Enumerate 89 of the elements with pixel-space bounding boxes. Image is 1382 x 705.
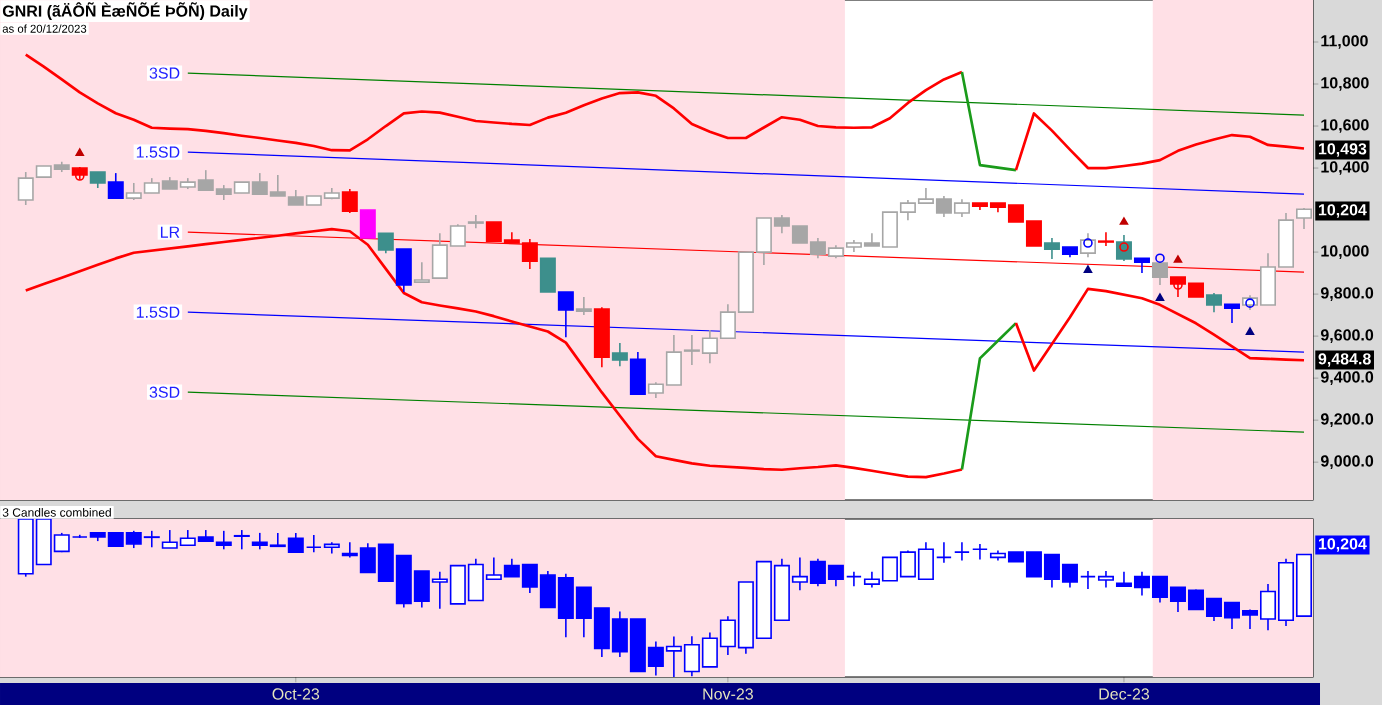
- point: [1245, 327, 1255, 335]
- candlestick: [683, 334, 700, 366]
- y-tick-label: 10,000: [1321, 245, 1369, 259]
- candlestick: [269, 174, 286, 197]
- series-label: 1.5SD: [136, 146, 180, 158]
- y-tick-label: 10,400: [1321, 161, 1369, 175]
- text: 9,484.8: [1318, 353, 1371, 367]
- candlestick: [809, 557, 826, 587]
- candlestick: [953, 541, 970, 562]
- candlestick: [665, 635, 682, 678]
- series-label: 3SD: [149, 386, 180, 398]
- candlestick: [431, 570, 448, 610]
- text: 10,204: [1318, 538, 1367, 552]
- point: [1083, 265, 1093, 273]
- point: [75, 148, 85, 156]
- candlestick: [935, 541, 952, 564]
- candlestick: [1133, 570, 1150, 597]
- candlestick: [413, 261, 430, 283]
- chart-title: 3 Candles combined: [2, 507, 111, 517]
- candlestick: [17, 171, 34, 206]
- candlestick: [935, 195, 952, 218]
- candlestick: [575, 296, 592, 316]
- candlestick: [899, 199, 916, 221]
- line-series: [960, 321, 1018, 471]
- point: [1155, 253, 1165, 263]
- y-tick-label: 10,800: [1321, 77, 1369, 91]
- candlestick: [647, 640, 664, 677]
- candlestick: [305, 534, 322, 553]
- candlestick: [971, 543, 988, 561]
- y-tick-label: 9,400.0: [1320, 371, 1374, 385]
- candlestick: [1151, 575, 1168, 604]
- point: [1119, 217, 1129, 225]
- y-tick-label: 9,200.0: [1320, 413, 1374, 427]
- text: as of 20/12/2023: [2, 24, 87, 33]
- candlestick: [611, 342, 628, 367]
- point: [1083, 238, 1093, 248]
- candlestick: [1223, 303, 1240, 324]
- candlestick: [521, 238, 538, 270]
- candlestick: [773, 214, 790, 234]
- candlestick: [143, 530, 160, 549]
- candlestick: [341, 188, 358, 214]
- x-tick-label: Dec-23: [1099, 688, 1150, 700]
- y-tick-label: 9,000.0: [1320, 455, 1374, 469]
- y-tick-label: 9,600.0: [1320, 329, 1374, 343]
- candlestick: [485, 556, 502, 580]
- candlestick: [1097, 231, 1114, 247]
- candlestick: [791, 556, 808, 592]
- line-series: [960, 70, 1018, 172]
- candlestick: [161, 529, 178, 549]
- candlestick: [197, 169, 214, 191]
- line-series: [1014, 112, 1306, 172]
- candlestick: [1169, 276, 1186, 298]
- candlestick: [1205, 597, 1222, 622]
- y-tick-label: 11,000: [1321, 35, 1368, 49]
- candlestick: [845, 570, 862, 587]
- series-label: 1.5SD: [136, 306, 180, 318]
- candlestick: [269, 532, 286, 548]
- candlestick: [467, 214, 484, 229]
- candlestick: [1205, 292, 1222, 313]
- text: 10,204: [1318, 204, 1367, 218]
- series-label: 3SD: [149, 67, 180, 79]
- candlestick: [287, 532, 304, 553]
- point: [1155, 293, 1165, 301]
- y-tick-label: 9,800.0: [1320, 287, 1374, 301]
- candlestick: [701, 329, 718, 365]
- point: [1173, 255, 1183, 263]
- candlestick: [827, 564, 844, 587]
- candlestick: [1223, 601, 1240, 630]
- candlestick: [107, 172, 124, 199]
- x-tick-label: Nov-23: [703, 688, 753, 700]
- candlestick: [377, 232, 394, 254]
- candlestick: [1061, 563, 1078, 589]
- x-tick-label: Oct-23: [272, 688, 320, 700]
- candlestick: [1169, 586, 1186, 613]
- candlestick: [1079, 570, 1096, 590]
- chart-title: GNRI (ãÄÔÑ ÈæÑÕÉ ÞÕÑ) Daily: [2, 2, 248, 20]
- candlestick: [809, 237, 826, 259]
- series-label: LR: [160, 226, 180, 238]
- y-tick-label: 10,600: [1321, 119, 1369, 133]
- point: [1119, 242, 1129, 252]
- text: 10,493: [1318, 143, 1367, 157]
- candlestick: [449, 223, 466, 247]
- candlestick: [1187, 588, 1204, 611]
- candlestick: [215, 530, 232, 551]
- candlestick: [1043, 237, 1060, 260]
- candlestick: [251, 172, 268, 195]
- candlestick: [233, 529, 250, 551]
- candlestick: [521, 563, 538, 594]
- candlestick: [503, 557, 520, 578]
